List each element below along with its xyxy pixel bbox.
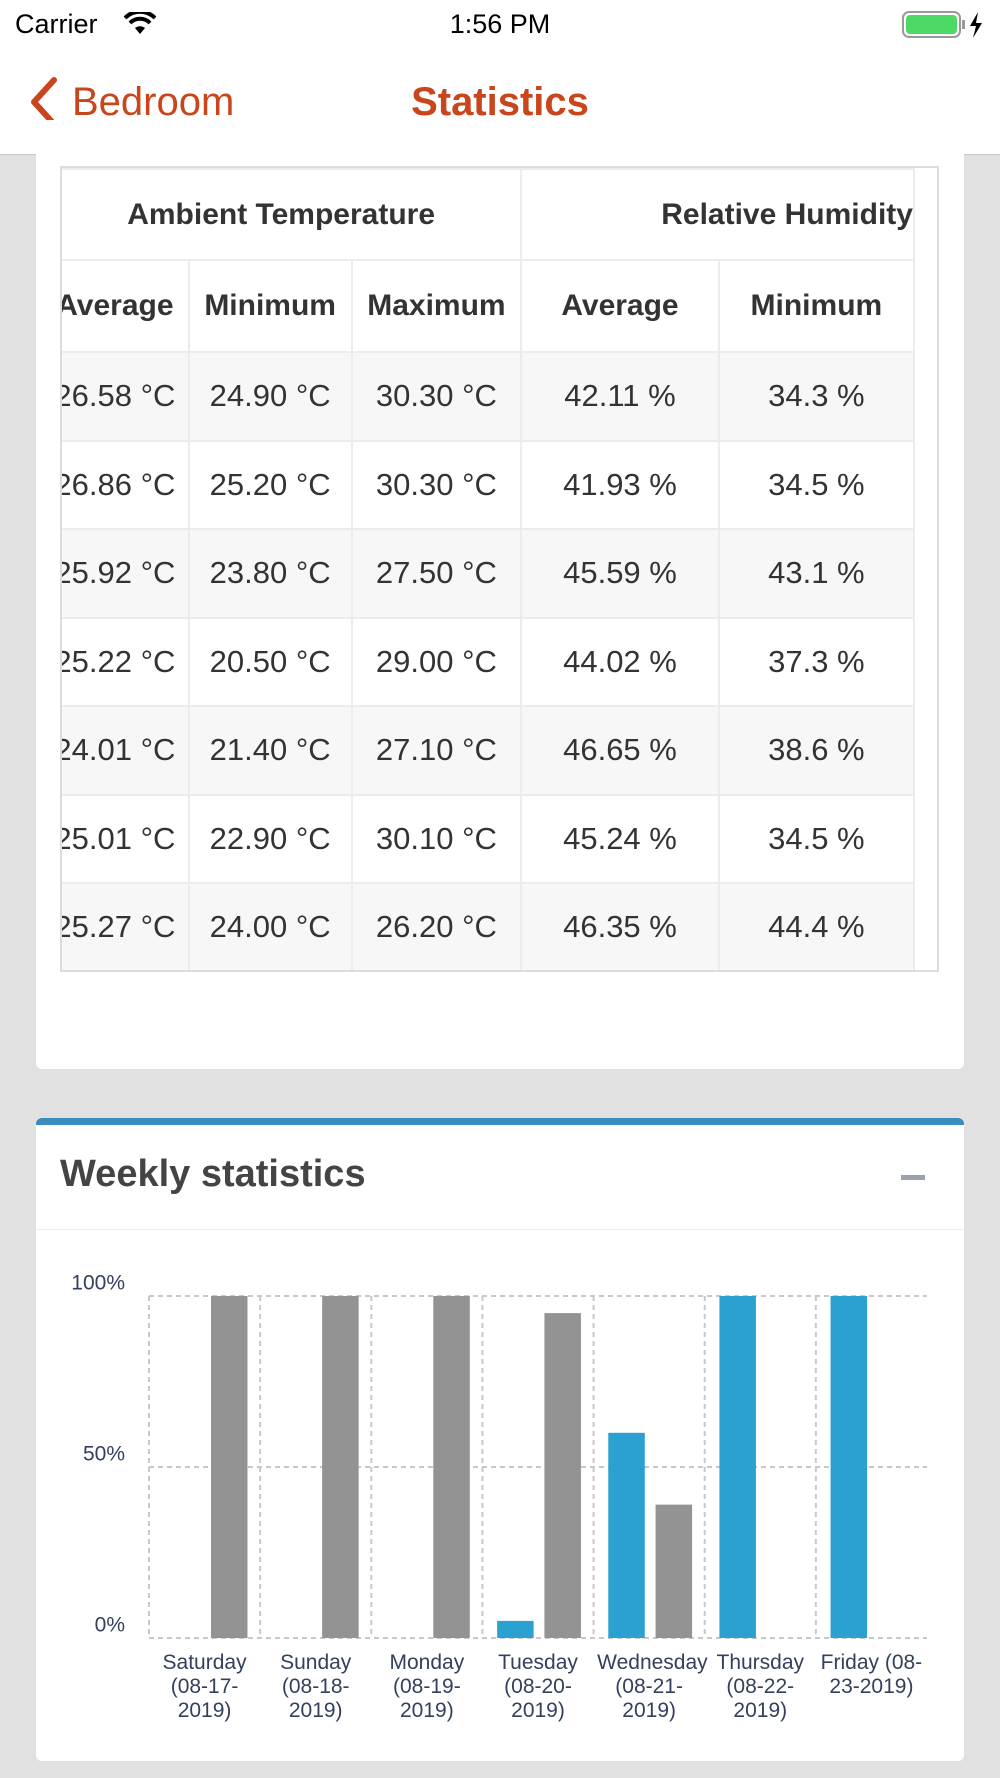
table-cell: 21.40 °C	[187, 705, 353, 796]
table-cell: 45.24 %	[520, 793, 720, 884]
table-cell: 34.5 %	[717, 793, 916, 884]
group-header: Relative Humidity	[520, 168, 915, 261]
table-row: 24.01 °C 21.40 °C 27.10 °C 46.65 % 38.6 %	[62, 705, 916, 796]
table-cell: 34.3 %	[717, 351, 916, 442]
x-tick-label: Monday (08-19-2019)	[389, 1651, 465, 1722]
table-cell: 46.35 %	[520, 882, 720, 970]
table-row: 25.92 °C 23.80 °C 27.50 °C 45.59 % 43.1 %	[62, 528, 916, 619]
table-cell: 24.01 °C	[62, 705, 190, 796]
collapse-button[interactable]	[901, 1175, 925, 1180]
table-cell: 24.90 °C	[187, 351, 353, 442]
divider	[36, 1229, 964, 1230]
table-cell: 24.00 °C	[187, 882, 353, 970]
table-cell: 37.3 %	[717, 616, 916, 707]
table-scroll[interactable]: Ambient Temperature Relative Humidity Aver…	[60, 166, 939, 972]
table-cell: 25.01 °C	[62, 793, 190, 884]
y-tick-label: 50%	[83, 1443, 125, 1466]
bar	[544, 1313, 581, 1638]
bar	[433, 1296, 470, 1638]
table-cell: 26.86 °C	[62, 439, 190, 530]
table-cell: 30.10 °C	[350, 793, 523, 884]
x-tick-label: Thursday (08-22-2019)	[716, 1651, 805, 1722]
table-cell: 20.50 °C	[187, 616, 353, 707]
x-tick-label: Saturday (08-17-2019)	[162, 1651, 247, 1722]
column-header: Average	[62, 259, 190, 353]
table-cell: 25.22 °C	[62, 616, 190, 707]
bar	[608, 1432, 645, 1638]
bar	[322, 1296, 359, 1638]
table-cell: 41.93 %	[520, 439, 720, 530]
y-tick-label: 100%	[71, 1272, 125, 1295]
group-header: Ambient Temperature	[62, 168, 523, 261]
wifi-icon	[124, 12, 156, 34]
table-cell: 25.20 °C	[187, 439, 353, 530]
table-cell: 30.30 °C	[350, 351, 523, 442]
carrier: Carrier	[15, 9, 98, 39]
table-cell: 26.20 °C	[350, 882, 523, 970]
table-cell: 42.11 %	[520, 351, 720, 442]
x-tick-label: Wednesday (08-21-2019)	[597, 1651, 708, 1722]
table-cell: 22.90 °C	[187, 793, 353, 884]
table-cell: 34.5 %	[717, 439, 916, 530]
column-header: Minimum	[717, 259, 916, 353]
x-tick-label: Friday (08-23-2019)	[820, 1651, 923, 1698]
table-cell: 27.50 °C	[350, 528, 523, 619]
table-row: 26.86 °C 25.20 °C 30.30 °C 41.93 % 34.5 %	[62, 439, 916, 530]
table-row: 25.22 °C 20.50 °C 29.00 °C 44.02 % 37.3 %	[62, 616, 916, 707]
x-tick-label: Sunday (08-18-2019)	[280, 1651, 352, 1722]
table-cell: 29.00 °C	[350, 616, 523, 707]
table-cell: 23.80 °C	[187, 528, 353, 619]
clock: 1:56 PM	[449, 9, 551, 39]
column-header: Average	[520, 259, 720, 353]
table-cell: 45.59 %	[520, 528, 720, 619]
table-row: 26.58 °C 24.90 °C 30.30 °C 42.11 % 34.3 %	[62, 351, 916, 442]
bar	[830, 1296, 868, 1638]
card-title: Weekly statistics	[60, 1153, 366, 1195]
table-cell: 27.10 °C	[350, 705, 523, 796]
bar	[497, 1620, 534, 1638]
table-cell: 43.1 %	[717, 528, 916, 619]
table-cell: 26.58 °C	[62, 351, 190, 442]
status-bar: Carrier 1:56 PM	[0, 0, 1000, 50]
bar	[719, 1296, 756, 1638]
column-header-row: Average Minimum Maximum Average Minimum	[62, 259, 916, 353]
statistics-table: Ambient Temperature Relative Humidity Aver…	[62, 168, 916, 970]
table-cell: 44.02 %	[520, 616, 720, 707]
x-tick-label: Tuesday (08-20-2019)	[498, 1651, 578, 1722]
bar	[655, 1504, 693, 1638]
nav-title: Statistics	[411, 80, 589, 124]
y-tick-label: 0%	[95, 1614, 125, 1637]
table-row: 25.27 °C 24.00 °C 26.20 °C 46.35 % 44.4 %	[62, 882, 916, 970]
table-cell: 25.92 °C	[62, 528, 190, 619]
column-header: Maximum	[350, 259, 523, 353]
chart-card: Weekly statistics	[36, 1118, 964, 1761]
battery-icon	[902, 11, 982, 38]
group-header-row: Ambient Temperature Relative Humidity	[62, 168, 915, 261]
table-cell: 38.6 %	[717, 705, 916, 796]
column-header: Minimum	[187, 259, 353, 353]
table-cell: 25.27 °C	[62, 882, 190, 970]
table-cell: 30.30 °C	[350, 439, 523, 530]
back-button[interactable]: Bedroom	[72, 80, 235, 124]
back-chevron[interactable]	[28, 76, 60, 128]
table-row: 25.01 °C 22.90 °C 30.10 °C 45.24 % 34.5 %	[62, 793, 916, 884]
bar	[211, 1296, 248, 1638]
table-cell: 44.4 %	[717, 882, 916, 970]
table-cell: 46.65 %	[520, 705, 720, 796]
